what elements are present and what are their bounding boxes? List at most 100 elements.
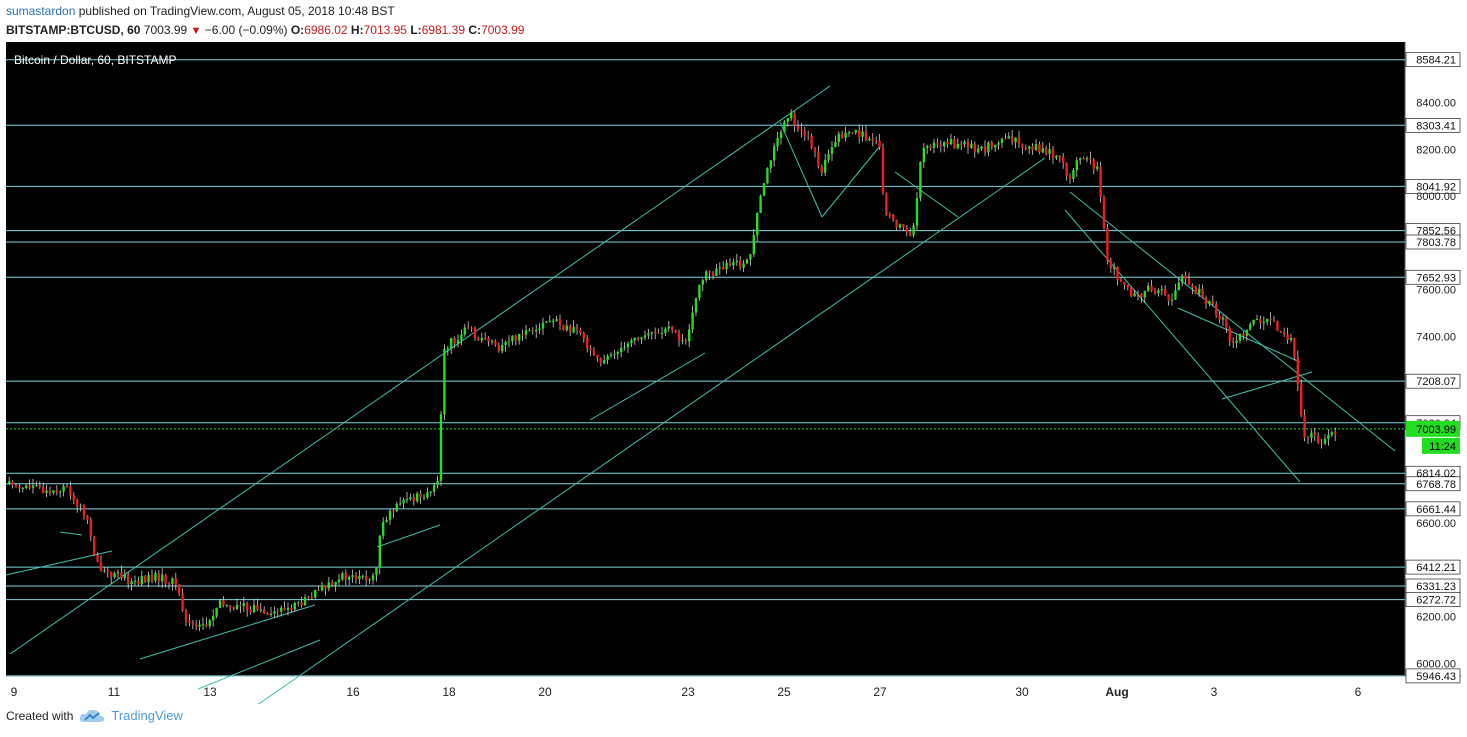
candle-body (980, 146, 983, 149)
candle-body (1126, 284, 1129, 288)
candle-body (620, 347, 623, 353)
candle-body (990, 142, 993, 148)
price-tick-label: 6200.00 (1416, 612, 1456, 624)
last-price-box (1406, 420, 1460, 437)
level-label: 6272.72 (1416, 595, 1456, 607)
last-price: 7003.99 (143, 23, 188, 37)
candle-body (1048, 149, 1051, 154)
candle-body (752, 235, 755, 255)
candle-body (1041, 148, 1044, 153)
candle-body (1296, 357, 1299, 385)
candle-body (545, 321, 548, 323)
candle-body (1286, 334, 1289, 341)
candle-body (195, 624, 198, 627)
candle-body (82, 505, 86, 516)
candle-body (25, 485, 28, 488)
time-tick-label: 23 (681, 685, 695, 699)
candle-body (1218, 315, 1221, 320)
candle-body (52, 490, 55, 493)
candle-body (419, 493, 422, 498)
trendline (9, 85, 831, 655)
candle-body (385, 519, 388, 523)
candle-body (93, 536, 96, 555)
time-axis[interactable] (6, 676, 1461, 704)
candle-body (807, 135, 810, 137)
low-label: L: (410, 23, 422, 37)
candle-body (480, 337, 483, 341)
chart-title: Bitcoin / Dollar, 60, BITSTAMP (14, 53, 177, 67)
tradingview-link[interactable]: TradingView (111, 708, 183, 723)
candle-body (1004, 138, 1007, 140)
candle-body (949, 139, 953, 144)
candle-body (728, 262, 732, 266)
candle-body (851, 132, 854, 134)
time-tick-label: 6 (1355, 685, 1362, 699)
candle-body (405, 498, 409, 500)
candle-body (1045, 148, 1048, 154)
candle-body (1252, 319, 1255, 325)
candle-body (555, 319, 558, 321)
low-value: 6981.39 (421, 23, 466, 37)
candle-body (773, 146, 776, 161)
candle-body (433, 485, 436, 492)
candle-body (181, 593, 184, 611)
level-label: 6412.21 (1416, 562, 1456, 574)
level-label-box (1405, 52, 1461, 68)
level-label: 7852.56 (1416, 226, 1456, 238)
candle-body (72, 495, 75, 500)
candle-body (232, 607, 235, 610)
candle-body (973, 143, 976, 153)
candle-body (171, 578, 174, 584)
candle-body (943, 142, 946, 147)
candle-body (1266, 318, 1269, 322)
candle-body (616, 352, 619, 354)
candle-body (331, 582, 334, 586)
candle-body (337, 579, 341, 582)
candle-body (450, 338, 453, 349)
candle-body (368, 579, 371, 581)
candle-body (977, 148, 980, 153)
close-label: C: (468, 23, 482, 37)
candle-body (1133, 293, 1136, 297)
candle-body (796, 125, 800, 130)
candle-body (1140, 294, 1143, 298)
candle-body (225, 605, 228, 607)
candle-body (909, 232, 912, 236)
level-label: 6768.78 (1416, 479, 1456, 491)
time-tick-label: 11 (108, 685, 121, 699)
candle-body (463, 327, 466, 335)
candle-body (1228, 328, 1231, 341)
candle-body (586, 337, 589, 348)
candle-body (844, 132, 847, 139)
candle-body (800, 129, 803, 131)
candle-body (344, 573, 347, 580)
candle-body (756, 213, 759, 236)
candle-body (256, 605, 259, 610)
candle-body (198, 624, 201, 627)
candle-body (749, 254, 752, 260)
trendline (589, 352, 706, 421)
candle-body (1262, 321, 1265, 324)
price-tick-label: 8400.00 (1416, 98, 1456, 110)
created-with-label: Created with (6, 708, 74, 723)
candle-body (987, 142, 990, 153)
publish-info: published on TradingView.com, August 05,… (78, 4, 395, 18)
plot-area[interactable] (6, 42, 1405, 676)
level-label-box (1405, 118, 1461, 133)
candle-body (266, 613, 269, 615)
candle-body (548, 320, 551, 322)
open-value: 6986.02 (304, 23, 348, 37)
trendline (779, 121, 823, 218)
candle-body (222, 600, 225, 606)
candle-body (824, 159, 827, 173)
candle-body (664, 328, 667, 334)
candle-body (388, 510, 392, 520)
candle-body (42, 487, 45, 493)
author-link[interactable]: sumastardon (6, 4, 76, 18)
candle-body (1238, 333, 1242, 341)
candle-body (188, 620, 191, 623)
candle-body (524, 330, 528, 335)
level-label: 8041.92 (1416, 181, 1456, 193)
candle-body (399, 503, 402, 505)
